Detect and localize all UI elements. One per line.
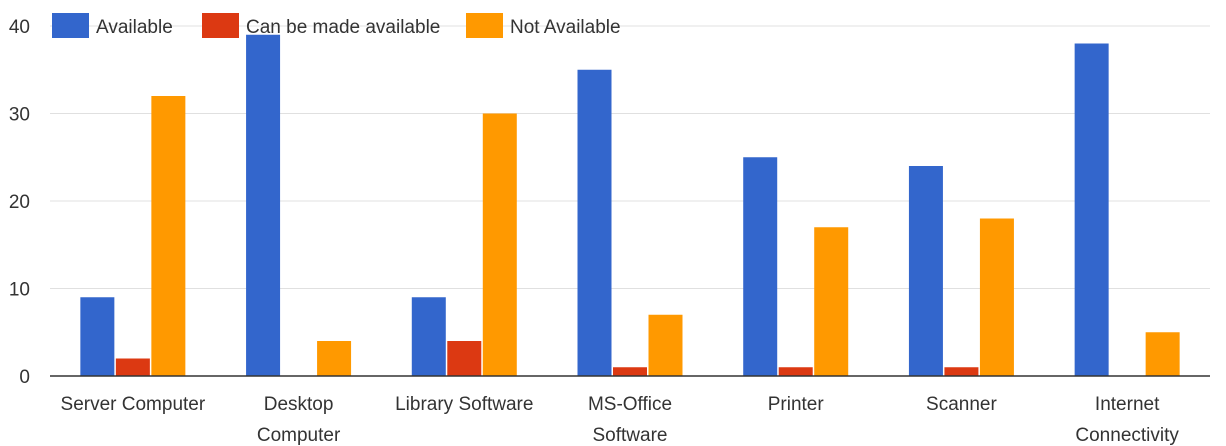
x-tick-label: Connectivity — [1075, 425, 1179, 446]
bars — [80, 34, 1180, 376]
bar-can-be-made-available — [944, 367, 979, 376]
x-tick-label: Computer — [257, 425, 341, 446]
bar-can-be-made-available — [613, 367, 647, 376]
gridlines — [50, 25, 1210, 289]
y-tick-label: 20 — [9, 192, 30, 213]
y-tick-label: 10 — [9, 280, 30, 301]
legend-swatch — [52, 13, 89, 38]
axis: 0 10 20 30 40 Server Computer Desktop Computer L… — [9, 17, 1210, 446]
x-tick-label: Internet — [1095, 394, 1160, 415]
bar-not-available — [648, 314, 683, 376]
bar-can-be-made-available — [115, 358, 150, 376]
bar-not-available — [1145, 332, 1180, 376]
bar-available — [577, 69, 612, 376]
bar-can-be-made-available — [447, 341, 482, 376]
x-tick-label: Desktop — [264, 394, 334, 415]
legend-label: Available — [96, 17, 173, 38]
bar-not-available — [979, 218, 1014, 376]
x-tick-label: Library Software — [395, 394, 533, 415]
bar-available — [908, 166, 943, 376]
x-tick-label: Server Computer — [61, 394, 206, 415]
bar-available — [246, 34, 281, 376]
bar-available — [80, 297, 115, 376]
bar-available — [743, 157, 778, 376]
x-tick-label: Software — [593, 425, 668, 446]
legend-label: Can be made available — [246, 17, 440, 38]
bar-available — [1074, 43, 1109, 376]
bar-available — [411, 297, 446, 376]
bar-not-available — [151, 96, 186, 376]
y-tick-label: 0 — [19, 367, 30, 388]
legend-label: Not Available — [510, 17, 621, 38]
bar-not-available — [482, 113, 517, 376]
bar-not-available — [814, 227, 849, 376]
bar-not-available — [317, 341, 352, 376]
y-tick-label: 40 — [9, 17, 30, 38]
x-tick-label: Printer — [768, 394, 825, 415]
legend-swatch — [202, 13, 239, 38]
legend-swatch — [466, 13, 503, 38]
x-tick-label: MS-Office — [588, 394, 672, 415]
y-tick-label: 30 — [9, 105, 30, 126]
bar-can-be-made-available — [778, 367, 813, 376]
x-tick-label: Scanner — [926, 394, 997, 415]
legend: Available Can be made available Not Availa… — [52, 13, 621, 38]
